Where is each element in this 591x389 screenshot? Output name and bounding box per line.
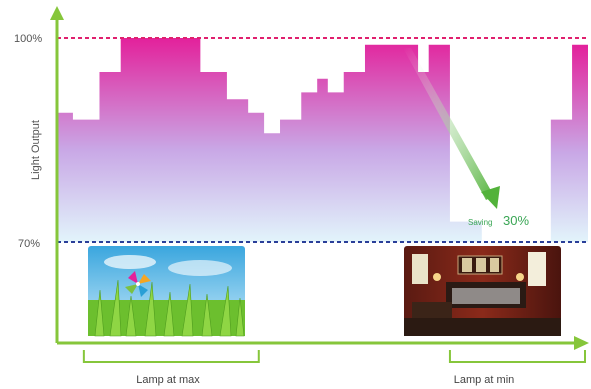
light-output-area xyxy=(57,38,588,242)
caption-bracket xyxy=(82,350,260,363)
caption-lamp-max: Lamp at max xyxy=(136,374,200,386)
photo-captions xyxy=(82,350,586,363)
caption-lamp-min: Lamp at min xyxy=(454,374,515,386)
chart-axes xyxy=(50,6,589,350)
reference-lines xyxy=(57,37,588,243)
y-tick-70: 70% xyxy=(18,238,40,250)
light-output-step-area xyxy=(57,38,482,242)
outdoor-photo xyxy=(88,246,245,337)
caption-bracket xyxy=(448,350,586,363)
light-output-step-area xyxy=(550,44,588,242)
y-axis-title: Light Output xyxy=(30,120,42,180)
bedroom-photo xyxy=(404,246,561,336)
y-tick-100: 100% xyxy=(14,33,42,45)
saving-value: 30% xyxy=(503,213,529,228)
saving-arrow xyxy=(403,48,500,209)
pinwheel-icon xyxy=(125,271,151,297)
saving-label: Saving xyxy=(468,218,492,227)
